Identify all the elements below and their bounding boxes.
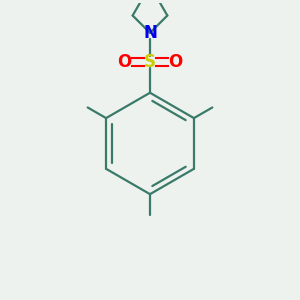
Text: S: S [144,53,156,71]
Text: N: N [143,24,157,42]
Text: O: O [168,53,183,71]
Text: O: O [117,53,132,71]
